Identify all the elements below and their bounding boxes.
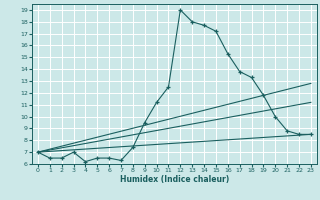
X-axis label: Humidex (Indice chaleur): Humidex (Indice chaleur) — [120, 175, 229, 184]
